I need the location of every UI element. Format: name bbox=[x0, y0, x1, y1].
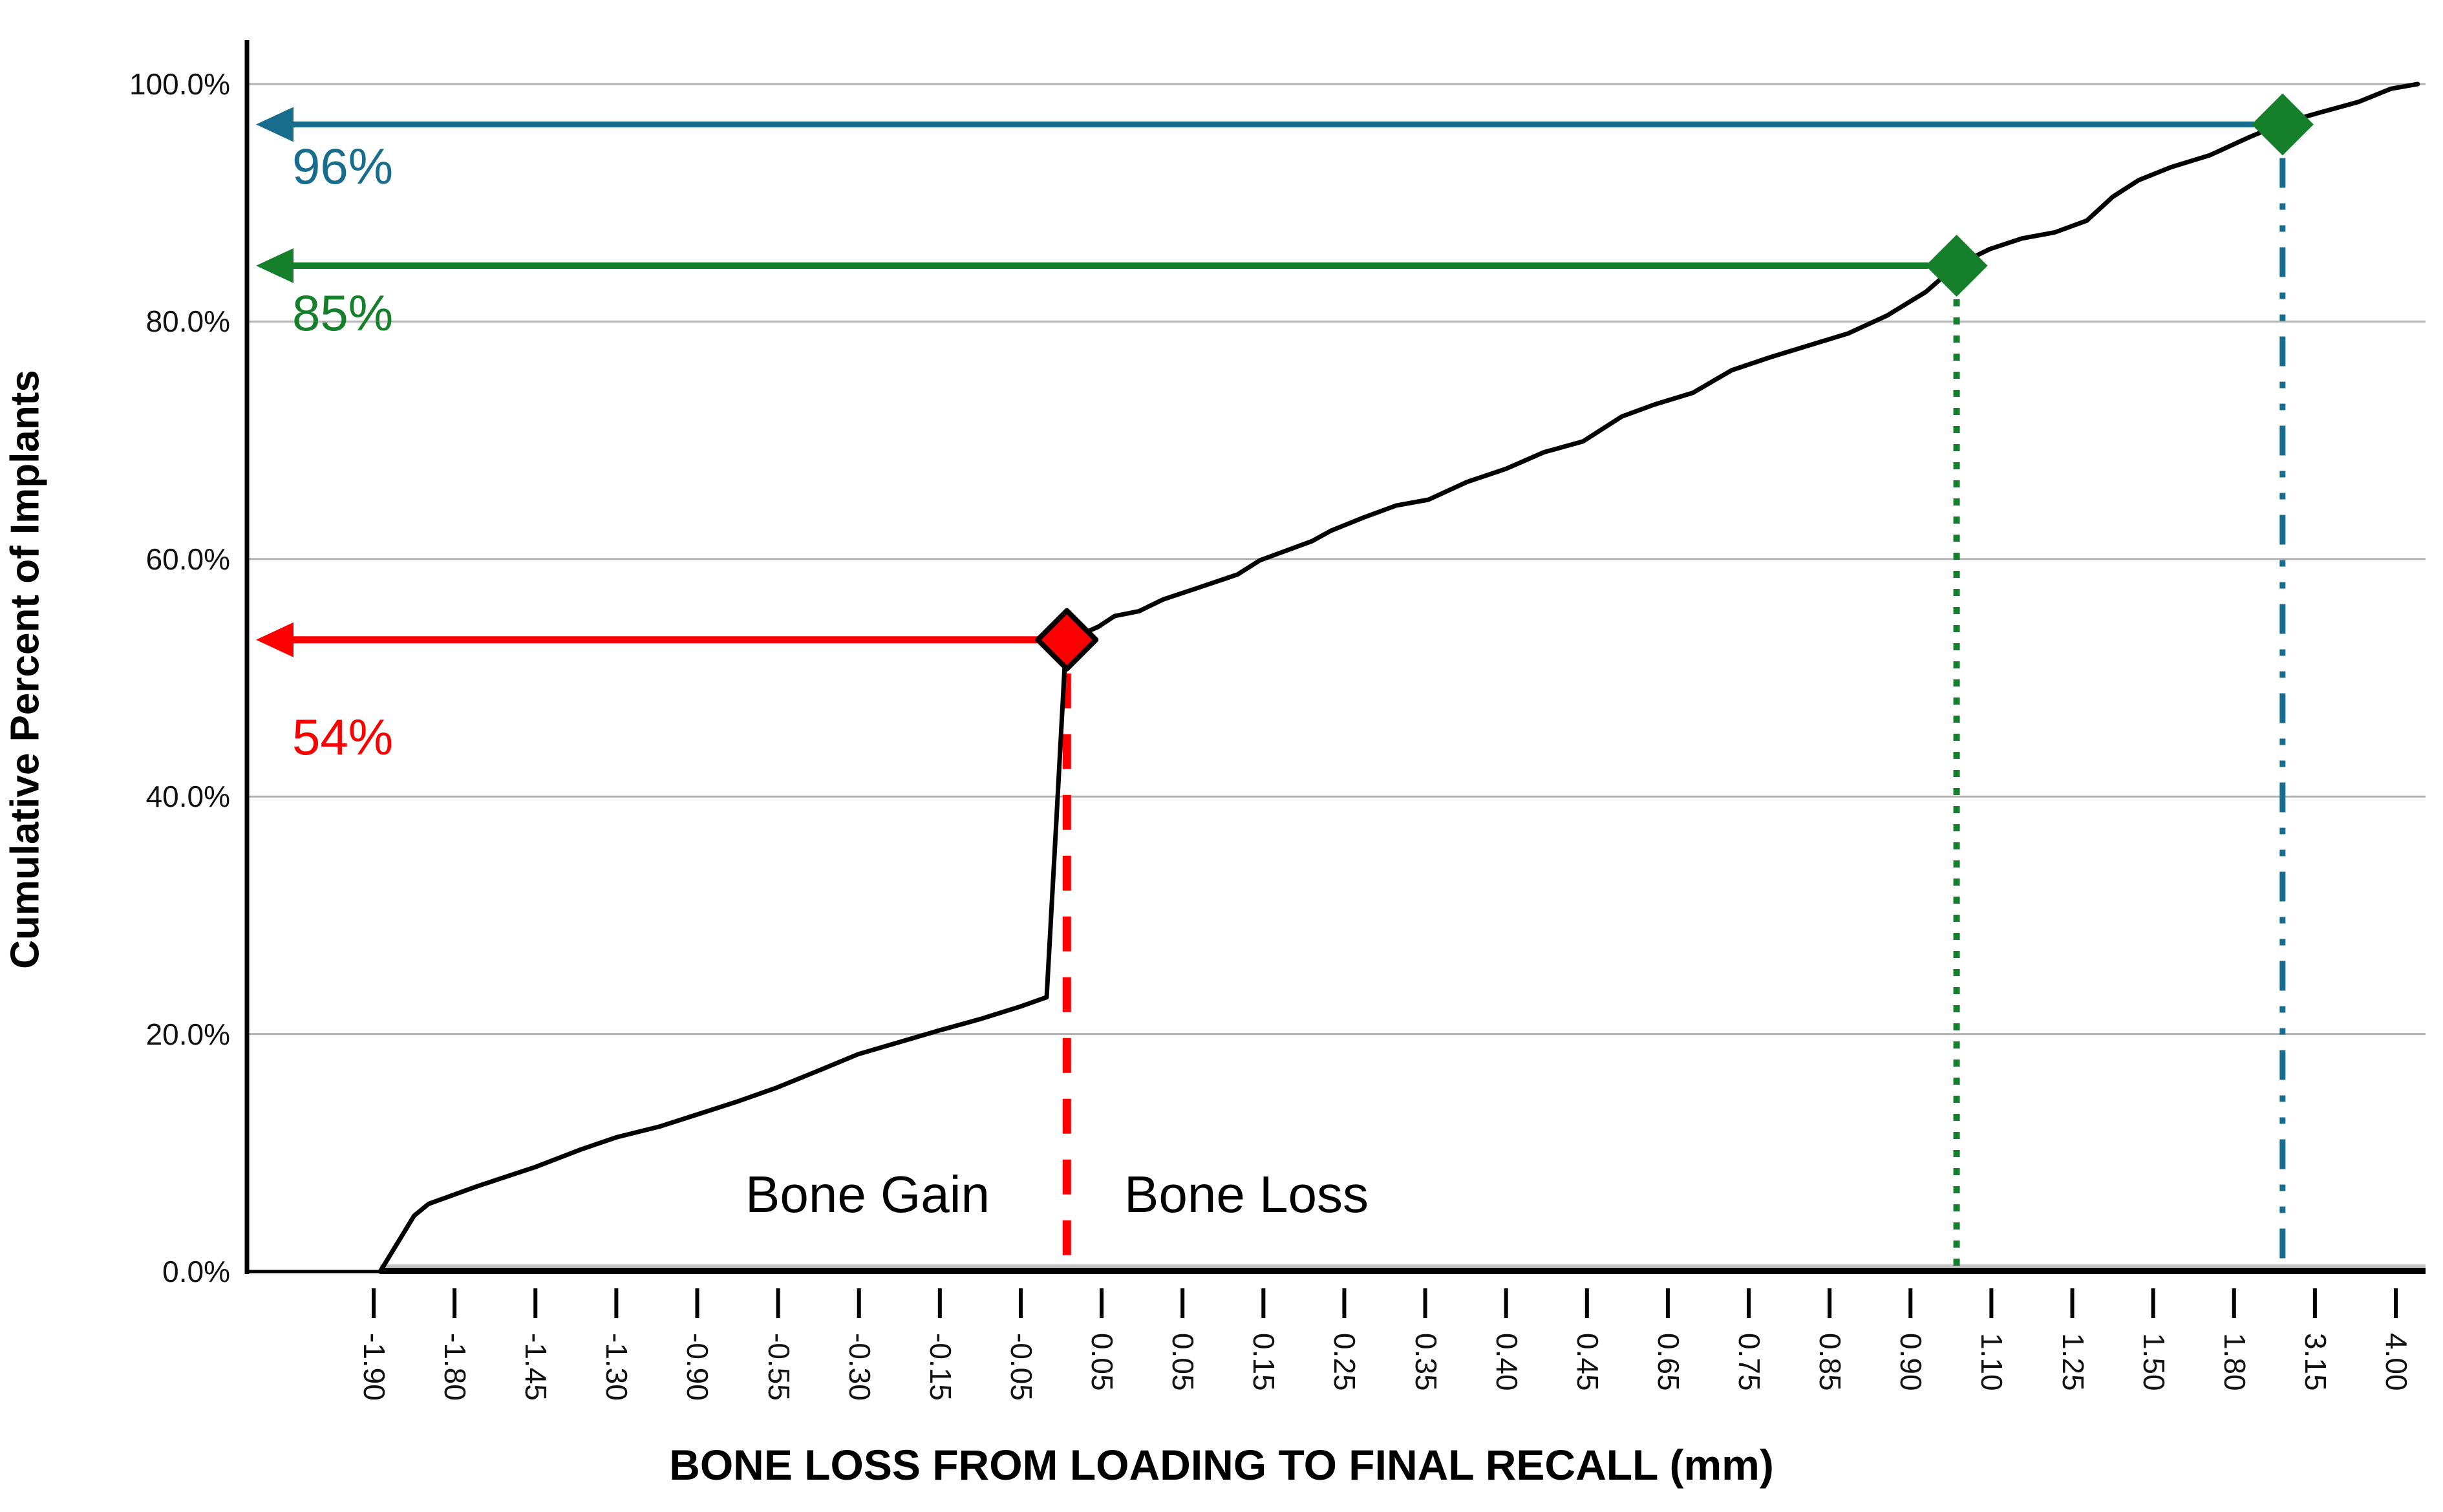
annotation-arrowhead-54% bbox=[256, 622, 293, 657]
annotation-marker-54% bbox=[1035, 608, 1099, 672]
cumulative-curve bbox=[378, 81, 2420, 1274]
x-tick-label: 1.10 bbox=[1975, 1333, 2009, 1391]
annotation-label-85%: 85% bbox=[292, 284, 394, 342]
bone-loss-label: Bone Loss bbox=[1124, 1166, 1369, 1223]
x-tick-label: 0.05 bbox=[1166, 1333, 1200, 1391]
annotation-marker-85% bbox=[1925, 235, 1988, 297]
annotation-arrowhead-85% bbox=[256, 248, 293, 284]
annotation-arrowhead-96% bbox=[256, 107, 293, 142]
x-tick-label: 0.90 bbox=[1894, 1333, 1928, 1391]
x-tick-label: -0.55 bbox=[762, 1333, 796, 1401]
x-tick-label: -0.90 bbox=[681, 1333, 715, 1401]
x-tick-label: 0.15 bbox=[1247, 1333, 1281, 1391]
x-tick-label: -0.15 bbox=[923, 1333, 957, 1401]
x-tick-label: -1.45 bbox=[519, 1333, 553, 1401]
x-axis-title: BONE LOSS FROM LOADING TO FINAL RECALL (… bbox=[669, 1441, 1774, 1489]
x-tick-label: -0.05 bbox=[1004, 1333, 1038, 1401]
x-tick-label: 4.00 bbox=[2380, 1333, 2413, 1391]
x-tick-label: 1.80 bbox=[2217, 1333, 2252, 1391]
x-tick-label: -0.30 bbox=[842, 1333, 877, 1401]
y-tick-label: 80.0% bbox=[145, 304, 230, 339]
y-axis-title: Cumulative Percent of Implants bbox=[3, 370, 48, 969]
x-tick-label: 3.15 bbox=[2298, 1333, 2332, 1391]
y-tick-label: 60.0% bbox=[145, 542, 230, 576]
y-tick-label: 100.0% bbox=[129, 67, 230, 101]
x-tick-label: 1.25 bbox=[2056, 1333, 2090, 1391]
x-tick-label: 0.75 bbox=[1733, 1333, 1767, 1391]
x-tick-label: 0.85 bbox=[1813, 1333, 1848, 1391]
x-tick-label: 0.45 bbox=[1570, 1333, 1605, 1391]
annotation-label-54%: 54% bbox=[292, 708, 394, 765]
annotation-marker-96% bbox=[2251, 93, 2314, 156]
x-tick-label: 0.65 bbox=[1651, 1333, 1685, 1391]
x-tick-label: 0.35 bbox=[1409, 1333, 1443, 1391]
bone-gain-label: Bone Gain bbox=[745, 1166, 990, 1223]
x-tick-label: -1.90 bbox=[357, 1333, 391, 1401]
y-tick-label: 40.0% bbox=[145, 780, 230, 814]
x-tick-label: 0.40 bbox=[1489, 1333, 1524, 1391]
annotation-label-96%: 96% bbox=[292, 138, 394, 195]
x-tick-label: 0.05 bbox=[1085, 1333, 1120, 1391]
x-tick-label: 1.50 bbox=[2137, 1333, 2171, 1391]
y-tick-label: 0.0% bbox=[162, 1255, 230, 1288]
y-tick-label: 20.0% bbox=[145, 1017, 230, 1051]
x-tick-label: -1.80 bbox=[438, 1333, 473, 1401]
x-tick-label: -1.30 bbox=[600, 1333, 634, 1401]
x-tick-label: 0.25 bbox=[1328, 1333, 1362, 1391]
